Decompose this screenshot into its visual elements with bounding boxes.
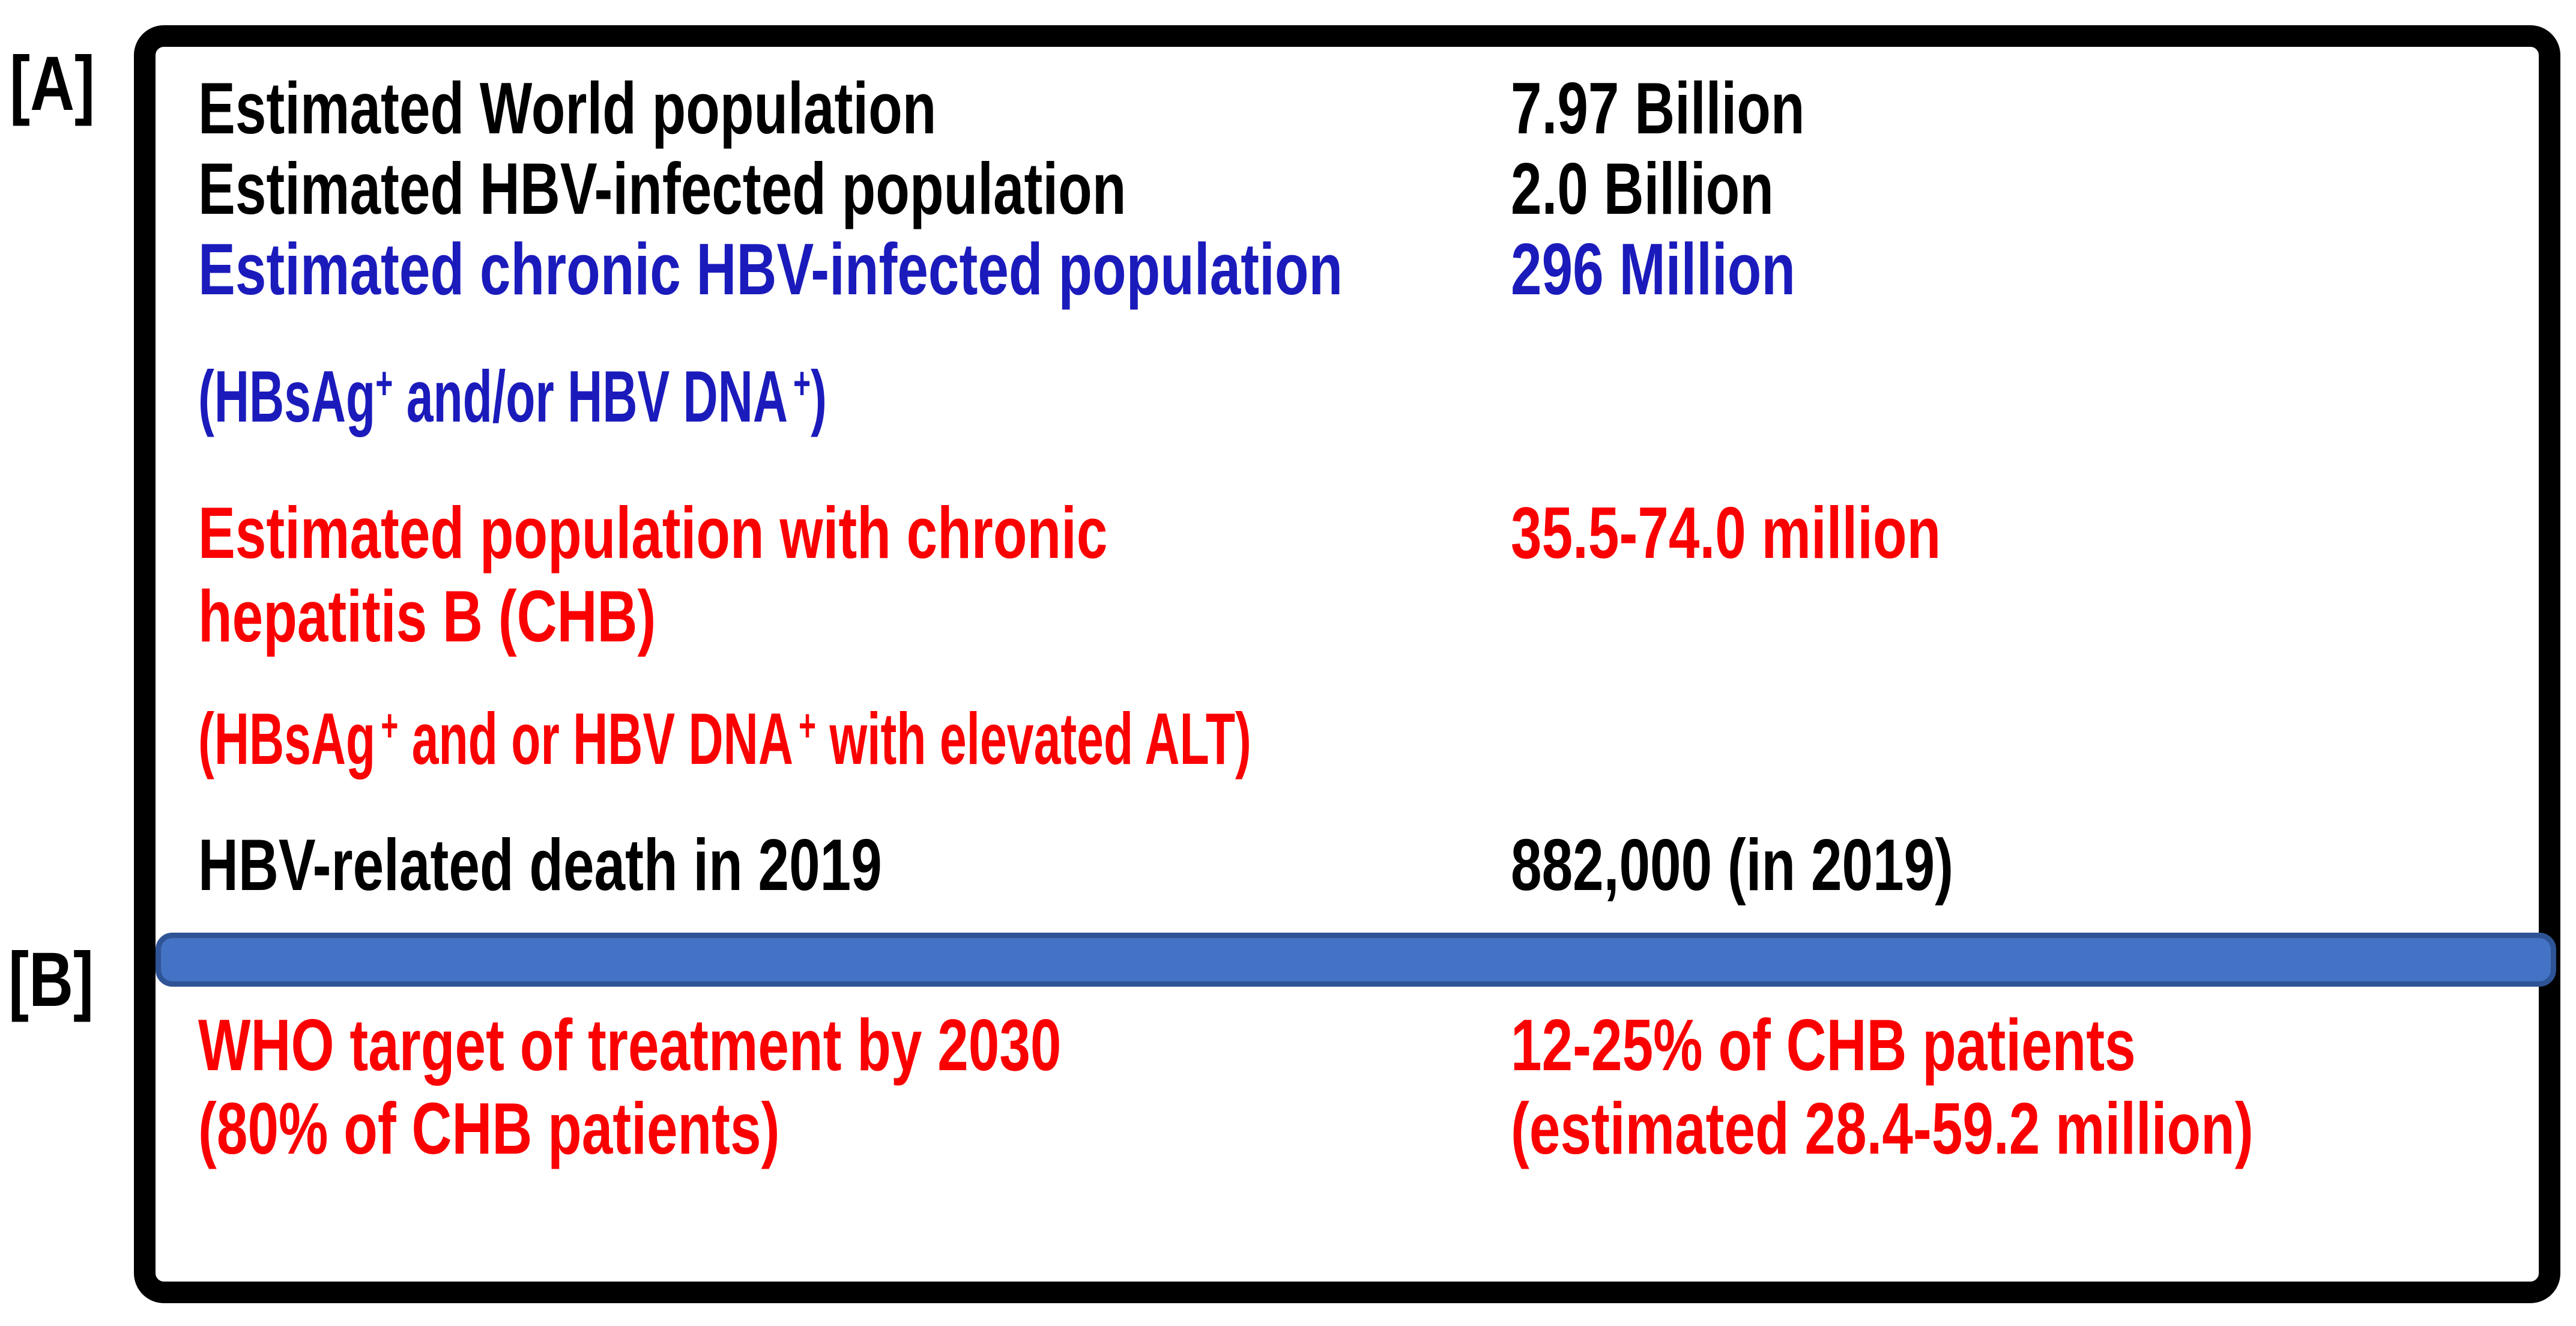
hbsag-note-red-sup2: + <box>798 701 817 752</box>
hbsag-note-blue-sup2: + <box>793 359 811 410</box>
panel-a-label: [A] <box>10 41 95 127</box>
who-target-value-line1: 12-25% of CHB patients <box>1511 1004 2136 1086</box>
hbsag-note-red-mid: and or HBV DNA <box>398 698 793 780</box>
figure-border-box <box>134 25 2560 1303</box>
who-target-value-line2: (estimated 28.4-59.2 million) <box>1511 1088 2254 1169</box>
chb-population-label-line1: Estimated population with chronic <box>198 492 1108 574</box>
hbsag-note-blue: (HBsAg+ and/or HBV DNA +) <box>198 360 827 433</box>
chb-population-value: 35.5-74.0 million <box>1511 492 1941 574</box>
section-divider-bar <box>156 933 2556 987</box>
hbv-death-label: HBV-related death in 2019 <box>198 824 882 906</box>
who-target-label-line2: (80% of CHB patients) <box>198 1088 780 1169</box>
chronic-hbv-population-value: 296 Million <box>1511 228 1796 310</box>
chronic-hbv-population-label: Estimated chronic HBV-infected populatio… <box>198 228 1343 310</box>
hbv-infected-population-value: 2.0 Billion <box>1511 148 1774 229</box>
world-population-value: 7.97 Billion <box>1511 67 1805 149</box>
hbv-infected-population-label: Estimated HBV-infected population <box>198 148 1126 229</box>
panel-b-label: [B] <box>8 937 94 1023</box>
hbsag-note-red-open: (HBsAg <box>198 698 376 780</box>
hbsag-note-blue-mid: and/or HBV DNA <box>393 356 788 437</box>
hbsag-note-red-close: with elevated ALT) <box>816 698 1251 780</box>
world-population-label: Estimated World population <box>198 67 937 149</box>
chb-population-label-line2: hepatitis B (CHB) <box>198 575 656 657</box>
hbsag-note-red-sup1: + <box>381 701 399 752</box>
hbsag-note-red: (HBsAg + and or HBV DNA + with elevated AL… <box>198 702 1251 775</box>
who-target-label-line1: WHO target of treatment by 2030 <box>198 1004 1062 1086</box>
hbsag-note-blue-open: (HBsAg <box>198 356 376 437</box>
hbsag-note-blue-sup1: + <box>375 359 393 410</box>
hbsag-note-blue-close: ) <box>811 356 827 437</box>
hbv-death-value: 882,000 (in 2019) <box>1511 824 1954 906</box>
